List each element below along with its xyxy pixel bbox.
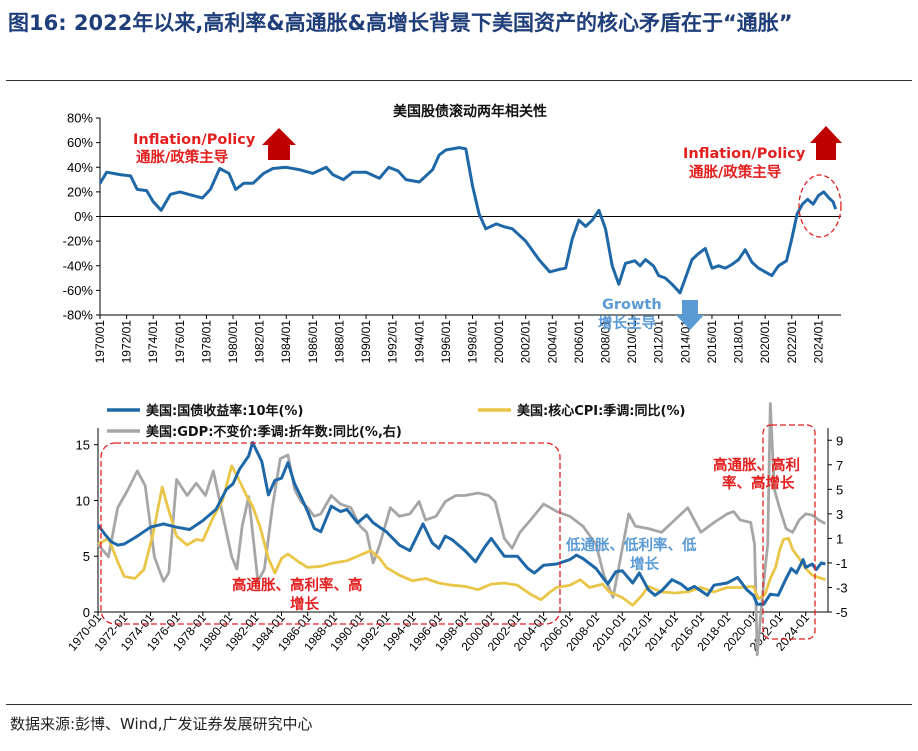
chart1-highlight-ellipse	[798, 174, 842, 238]
chart1-x-tick-label: 2004/01	[545, 320, 559, 364]
chart1-x-tick-label: 1986/01	[306, 320, 320, 364]
chart1-y-tick-label: 80%	[67, 111, 93, 126]
chart2-series-cpi	[97, 464, 826, 607]
chart1-up-arrow-left	[262, 128, 296, 160]
chart1-x-tick-label: 1978/01	[199, 320, 213, 364]
chart1-series-line	[98, 146, 838, 295]
chart1-x-tick-label: 1984/01	[279, 320, 293, 364]
chart2-right-tick-label: 7	[836, 458, 843, 473]
chart2-highlight-box-1970s	[100, 442, 561, 625]
chart1-x-tick-label: 1996/01	[439, 320, 453, 364]
chart1-y-tick-label: -80%	[63, 308, 94, 323]
chart2-legend-label-cpi: 美国:核心CPI:季调:同比(%)	[517, 403, 685, 419]
chart1-x-tick-label: 2018/01	[732, 320, 746, 364]
chart2-right-tick-label: -5	[836, 605, 848, 620]
chart2-right-tick-label: -1	[836, 556, 848, 571]
chart1-x-tick-label: 2020/01	[758, 320, 772, 364]
chart1-x-tick-label: 2000/01	[492, 320, 506, 364]
chart1-annotation-inflation-left-cn: 通胀/政策主导	[136, 148, 228, 166]
chart2-left-tick-label: 10	[76, 493, 90, 508]
chart1-x-tick-label: 2022/01	[785, 320, 799, 364]
chart1-x-tick-label: 1982/01	[253, 320, 267, 364]
chart1-x-tick-label: 1994/01	[412, 320, 426, 364]
chart1-y-tick-label: -20%	[63, 234, 94, 249]
chart2-left-tick-label: 15	[76, 438, 90, 453]
chart1-x-tick-label: 1980/01	[226, 320, 240, 364]
chart1-x-tick-label: 2010/01	[625, 320, 639, 364]
chart1-x-tick-label: 2002/01	[519, 320, 533, 364]
chart1-annotation-growth: Growth	[602, 297, 662, 313]
chart2-right-tick-label: 9	[836, 433, 843, 448]
chart2-annotation-high-1970s-line2: 增长	[290, 595, 319, 613]
chart1-y-tick-label: 60%	[67, 135, 93, 150]
chart1-annotation-inflation-right: Inflation/Policy	[683, 146, 806, 162]
chart2-annotation-low-era-line2: 增长	[630, 555, 659, 573]
chart1-x-tick-label: 1972/01	[120, 320, 134, 364]
chart1-x-tick-label: 2016/01	[705, 320, 719, 364]
chart2-annotation-high-2022: 高通胀、高利	[713, 456, 800, 474]
chart2-series-yield	[96, 441, 826, 606]
chart1-up-arrow-right	[810, 126, 842, 160]
chart2-right-tick-label: 1	[836, 531, 843, 546]
chart1-y-tick-label: -60%	[63, 283, 94, 298]
chart2-left-tick-label: 5	[83, 549, 90, 564]
chart1-y-tick-label: 0%	[74, 209, 93, 224]
chart2-legend-label-yield: 美国:国债收益率:10年(%)	[146, 403, 303, 419]
chart2-right-tick-label: -3	[836, 580, 848, 595]
chart2-left-tick-label: 0	[83, 605, 90, 620]
chart2-series-gdp	[96, 402, 827, 657]
chart1-y-tick-label: 40%	[67, 160, 93, 175]
chart1-x-tick-label: 1976/01	[173, 320, 187, 364]
chart2-annotation-high-2022-line2: 率、高增长	[722, 474, 795, 492]
chart1-x-tick-label: 1970/01	[93, 320, 107, 364]
chart2-right-tick-label: 5	[836, 482, 843, 497]
chart1-x-tick-label: 1988/01	[332, 320, 346, 364]
title-divider	[6, 80, 912, 81]
chart1-annotation-growth-cn: 增长主导	[598, 314, 656, 332]
chart2-right-tick-label: 3	[836, 507, 843, 522]
chart1-annotation-inflation-right-cn: 通胀/政策主导	[689, 163, 781, 181]
chart1-x-tick-label: 2006/01	[572, 320, 586, 364]
chart1-y-tick-label: -40%	[63, 258, 94, 273]
chart2-annotation-high-1970s: 高通胀、高利率、高	[232, 576, 363, 594]
chart1-x-tick-label: 1998/01	[465, 320, 479, 364]
figure-title: 图16: 2022年以来,高利率&高通胀&高增长背景下美国资产的核心矛盾在于“通…	[8, 11, 793, 35]
chart2-annotation-low-era: 低通胀、低利率、低	[565, 536, 697, 554]
figure-source: 数据来源:彭博、Wind,广发证券发展研究中心	[10, 715, 313, 733]
chart1-x-tick-label: 1990/01	[359, 320, 373, 364]
chart1-x-tick-label: 2012/01	[652, 320, 666, 364]
chart1-x-tick-label: 1992/01	[386, 320, 400, 364]
chart1-annotation-inflation-left: Inflation/Policy	[133, 132, 256, 148]
source-divider	[6, 704, 912, 705]
chart2-highlight-box-2022	[762, 424, 816, 640]
chart1-title: 美国股债滚动两年相关性	[393, 103, 547, 120]
chart1-x-tick-label: 2008/01	[599, 320, 613, 364]
chart1-x-tick-label: 2024/01	[811, 320, 825, 364]
chart2-legend-label-gdp: 美国:GDP:不变价:季调:折年数:同比(%,右)	[146, 424, 402, 440]
chart1-down-arrow-growth	[676, 300, 704, 330]
chart1-y-tick-label: 20%	[67, 184, 93, 199]
chart1-x-tick-label: 1974/01	[146, 320, 160, 364]
chart1-x-tick-label: 2014/01	[678, 320, 692, 364]
